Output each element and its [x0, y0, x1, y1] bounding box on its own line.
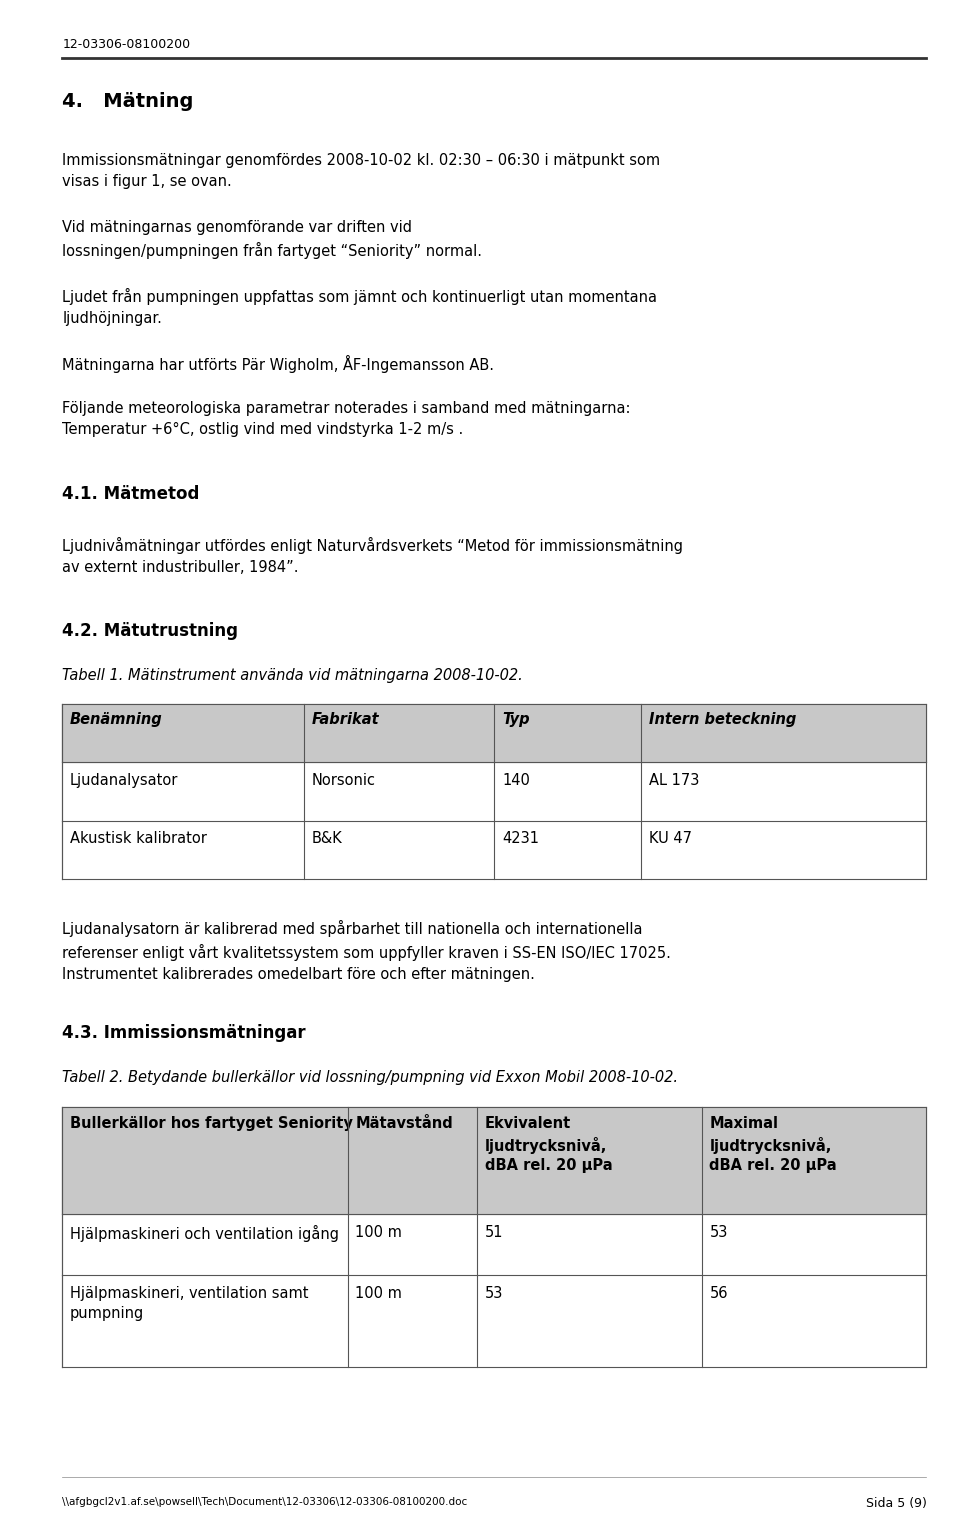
Text: Hjälpmaskineri, ventilation samt
pumpning: Hjälpmaskineri, ventilation samt pumpnin… [70, 1286, 308, 1321]
Text: 4.2. Mätutrustning: 4.2. Mätutrustning [62, 622, 238, 640]
Text: Ljudet från pumpningen uppfattas som jämnt och kontinuerligt utan momentana
ljud: Ljudet från pumpningen uppfattas som jäm… [62, 288, 658, 326]
Text: Tabell 2. Betydande bullerkällor vid lossning/pumpning vid Exxon Mobil 2008-10-0: Tabell 2. Betydande bullerkällor vid los… [62, 1070, 679, 1085]
Text: Tabell 1. Mätinstrument använda vid mätningarna 2008-10-02.: Tabell 1. Mätinstrument använda vid mätn… [62, 668, 523, 683]
Text: Maximal
ljudtrycksnivå,
dBA rel. 20 μPa: Maximal ljudtrycksnivå, dBA rel. 20 μPa [709, 1116, 837, 1173]
Text: Mätningarna har utförts Pär Wigholm, ÅF-Ingemansson AB.: Mätningarna har utförts Pär Wigholm, ÅF-… [62, 355, 494, 374]
Text: Benämning: Benämning [70, 712, 163, 727]
Text: 4.   Mätning: 4. Mätning [62, 92, 194, 110]
Bar [62, 704, 926, 762]
Text: Bullerkällor hos fartyget Seniority: Bullerkällor hos fartyget Seniority [70, 1116, 353, 1131]
Text: Följande meteorologiska parametrar noterades i samband med mätningarna:
Temperat: Följande meteorologiska parametrar noter… [62, 401, 631, 438]
Text: 4231: 4231 [502, 831, 540, 847]
Text: Immissionsmätningar genomfördes 2008-10-02 kl. 02:30 – 06:30 i mätpunkt som
visa: Immissionsmätningar genomfördes 2008-10-… [62, 153, 660, 190]
Text: Norsonic: Norsonic [312, 773, 376, 788]
Text: Mätavstånd: Mätavstånd [355, 1116, 453, 1131]
Text: 4.1. Mätmetod: 4.1. Mätmetod [62, 485, 200, 504]
Text: Sida 5 (9): Sida 5 (9) [866, 1497, 926, 1510]
Text: Ljudnivåmätningar utfördes enligt Naturvårdsverkets “Metod för immissionsmätning: Ljudnivåmätningar utfördes enligt Naturv… [62, 537, 684, 576]
Text: Intern beteckning: Intern beteckning [649, 712, 797, 727]
Text: 53: 53 [485, 1286, 503, 1301]
Bar [62, 1107, 926, 1214]
Text: Ljudanalysatorn är kalibrerad med spårbarhet till nationella och internationella: Ljudanalysatorn är kalibrerad med spårba… [62, 920, 671, 983]
Text: Fabrikat: Fabrikat [312, 712, 379, 727]
Text: Akustisk kalibrator: Akustisk kalibrator [70, 831, 207, 847]
Text: 51: 51 [485, 1225, 503, 1240]
Text: 4.3. Immissionsmätningar: 4.3. Immissionsmätningar [62, 1024, 306, 1043]
Text: 12-03306-08100200: 12-03306-08100200 [62, 38, 190, 51]
Text: Ljudanalysator: Ljudanalysator [70, 773, 179, 788]
Text: Vid mätningarnas genomförande var driften vid
lossningen/pumpningen från fartyge: Vid mätningarnas genomförande var drifte… [62, 220, 482, 259]
Text: Typ: Typ [502, 712, 530, 727]
Text: AL 173: AL 173 [649, 773, 699, 788]
Text: B&K: B&K [312, 831, 343, 847]
Text: 56: 56 [709, 1286, 728, 1301]
Text: \\afgbgcl2v1.af.se\powsell\Tech\Document\12-03306\12-03306-08100200.doc: \\afgbgcl2v1.af.se\powsell\Tech\Document… [62, 1497, 468, 1508]
Text: Ekvivalent
ljudtrycksnivå,
dBA rel. 20 μPa: Ekvivalent ljudtrycksnivå, dBA rel. 20 μ… [485, 1116, 612, 1173]
Text: Hjälpmaskineri och ventilation igång: Hjälpmaskineri och ventilation igång [70, 1225, 339, 1242]
Text: 100 m: 100 m [355, 1225, 402, 1240]
Text: KU 47: KU 47 [649, 831, 692, 847]
Text: 140: 140 [502, 773, 530, 788]
Text: 100 m: 100 m [355, 1286, 402, 1301]
Text: 53: 53 [709, 1225, 728, 1240]
